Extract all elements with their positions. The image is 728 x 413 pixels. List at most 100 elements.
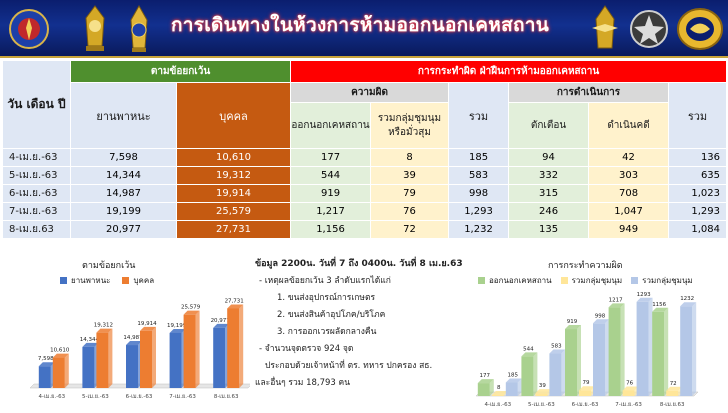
chart-bar (565, 329, 577, 396)
chart-bar-top (477, 379, 494, 384)
cell-prosecute: 42 (588, 148, 670, 167)
chart-bar (636, 301, 649, 396)
cell-person: 19,312 (175, 166, 292, 185)
table-row: 7-เม.ย.-63 19,199 25,579 1,217 76 1,293 … (2, 202, 728, 221)
chart-bar (140, 330, 152, 388)
info-line: - เหตุผลข้อยกเว้น 3 ลำดับแรกได้แก่ (259, 276, 391, 286)
legend-swatch-person (122, 277, 130, 284)
chart-bar (666, 390, 679, 396)
cell-vehicle: 20,977 (70, 220, 177, 239)
cell-date: 6-เม.ย.-63 (2, 184, 71, 203)
chart-bar (593, 323, 605, 396)
violation-header: การกระทำผิด ฝ่าฝืนการห้ามออกเคหสถาน (290, 60, 728, 83)
curfew-statistics-table: วัน เดือน ปี ตามข้อยกเว้น การกระทำผิด ฝ่… (2, 60, 728, 239)
table-row: 8-เม.ย.63 20,977 27,731 1,156 72 1,232 1… (2, 220, 728, 239)
chart-data-label: 72 (670, 381, 677, 387)
exempt-chart: ตามข้อยกเว้น ยานพาหนะ บุคคล 7,598 10,610 4… (4, 254, 250, 412)
cell-out: 177 (290, 148, 372, 167)
chart-data-label: 19,914 (137, 321, 157, 327)
table-row: 6-เม.ย.-63 14,987 19,914 919 79 998 315 … (2, 184, 728, 203)
chart-bar-side (239, 304, 244, 388)
chart-data-label: 39 (539, 383, 546, 389)
info-line: ประกอบด้วยเจ้าหน้าที่ ตร. ทหาร ปกครอง สธ… (265, 361, 433, 371)
chart-tick-label: 7-เม.ย.-63 (615, 402, 642, 408)
header-banner: การเดินทางในห้วงการห้ามออกนอกเคหสถาน (0, 0, 728, 58)
offense-chart-legend: ออกนอกเคหสถาน รวมกลุ่มชุมนุม รวมกลุ่มชุม… (478, 274, 693, 287)
chart-bar-side (533, 352, 538, 396)
offense-chart: การกระทำความผิด ออกนอกเคหสถาน รวมกลุ่มชุ… (474, 254, 726, 412)
cell-out: 1,217 (290, 202, 372, 221)
cell-total: 1,293 (448, 202, 510, 221)
cell-out: 1,156 (290, 220, 372, 239)
legend-swatch-group (560, 277, 568, 284)
chart-bar (227, 308, 240, 388)
offense-header: ความผิด (290, 82, 450, 103)
chart-bar (535, 393, 548, 396)
chart-tick-label: 8-เม.ย.63 (214, 394, 239, 400)
chart-bar-top (213, 323, 230, 328)
cell-total: 185 (448, 148, 510, 167)
chart-tick-label: 4-เม.ย.-63 (484, 402, 511, 408)
legend-label-total: รวมกลุ่มชุมนุม (642, 276, 693, 285)
chart-bar-top (549, 349, 566, 354)
offense-group-header: รวมกลุ่มชุมนุม หรือมั่วสุม (370, 102, 450, 149)
chart-bar-top (96, 328, 113, 333)
cell-group: 79 (370, 184, 450, 203)
cell-person: 27,731 (175, 220, 292, 239)
chart-bar (477, 383, 490, 396)
chart-bar-top (565, 325, 581, 330)
chart-data-label: 14,344 (80, 337, 100, 343)
cell-group: 8 (370, 148, 450, 167)
chart-data-label: 76 (626, 380, 633, 386)
chart-bar (505, 382, 518, 396)
chart-data-label: 27,731 (225, 299, 244, 305)
chart-data-label: 10,610 (50, 348, 70, 354)
chart-bar-side (64, 353, 69, 388)
cell-group: 72 (370, 220, 450, 239)
chart-data-label: 583 (551, 344, 562, 350)
table-row: 4-เม.ย.-63 7,598 10,610 177 8 185 94 42 … (2, 148, 728, 167)
chart-bar-top (126, 341, 142, 346)
info-panel: ข้อมูล 2200น. วันที่ 7 ถึง 0400น. วันที่… (255, 256, 475, 392)
exempt-chart-svg: 7,598 10,610 4-เม.ย.-63 14,344 19,312 5-เม.ย.… (29, 299, 250, 400)
chart-bar (622, 390, 635, 396)
action-header: การดำเนินการ (508, 82, 670, 103)
person-header: บุคคล (175, 82, 292, 149)
chart-tick-label: 5-เม.ย.-63 (528, 402, 555, 408)
army-emblem-icon (74, 4, 116, 54)
chart-bar-top (52, 353, 69, 358)
chart-tick-label: 4-เม.ย.-63 (38, 394, 65, 400)
cell-total: 583 (448, 166, 510, 185)
table-row: 5-เม.ย.-63 14,344 19,312 544 39 583 332 … (2, 166, 728, 185)
cell-prosecute: 303 (588, 166, 670, 185)
page-title: การเดินทางในห้วงการห้ามออกนอกเคหสถาน (170, 14, 550, 36)
chart-bar (652, 311, 665, 396)
chart-bar-top (491, 391, 508, 395)
chart-data-label: 1232 (680, 296, 694, 302)
cell-total2: 136 (668, 148, 728, 167)
prosecute-header: ดำเนินคดี (588, 102, 670, 149)
cell-person: 10,610 (175, 148, 292, 167)
date-header: วัน เดือน ปี (2, 60, 71, 149)
cell-person: 25,579 (175, 202, 292, 221)
chart-bar-side (517, 378, 522, 396)
cell-vehicle: 7,598 (70, 148, 177, 167)
chart-bar (52, 357, 65, 388)
info-line: 2. ขนส่งสินค้าอุปโภค/บริโภค (277, 310, 386, 320)
chart-data-label: 7,598 (38, 356, 54, 362)
cell-warn: 332 (508, 166, 590, 185)
info-line: 1. ขนส่งอุปกรณ์การเกษตร (277, 293, 376, 303)
legend-label-person: บุคคล (133, 276, 155, 285)
chart-bar (680, 306, 693, 396)
chart-data-label: 14,987 (123, 335, 143, 341)
cell-date: 7-เม.ย.-63 (2, 202, 71, 221)
chart-data-label: 185 (508, 373, 519, 379)
chart-bar-top (652, 307, 669, 312)
chart-bar (96, 332, 109, 388)
chart-bar-top (622, 386, 639, 391)
police-emblem-icon (628, 4, 670, 54)
cell-out: 919 (290, 184, 372, 203)
chart-bar-side (664, 307, 669, 396)
chart-bar-side (108, 328, 113, 388)
chart-bar-top (183, 310, 200, 315)
